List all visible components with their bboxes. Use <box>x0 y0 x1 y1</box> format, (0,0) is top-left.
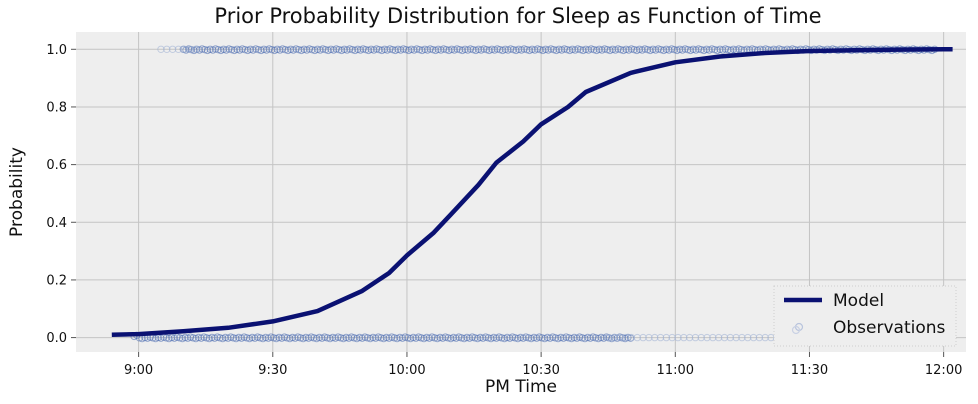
grid-lines <box>76 32 966 352</box>
observation-point <box>691 333 700 342</box>
x-tick-label: 10:00 <box>388 363 425 378</box>
y-tick-label: 0.0 <box>46 331 67 346</box>
observation-point <box>761 333 769 342</box>
y-tick-label: 0.8 <box>46 100 67 115</box>
observation-point <box>651 333 659 342</box>
y-axis-label: Probability <box>7 147 27 237</box>
observation-point <box>668 333 676 342</box>
observation-point <box>645 333 653 342</box>
legend-observations-swatch-2 <box>791 325 801 335</box>
observation-point <box>685 333 694 342</box>
observation-point <box>180 45 188 53</box>
observation-point <box>714 333 723 342</box>
observation-point <box>738 333 746 342</box>
observation-point <box>157 45 165 53</box>
observation-point <box>163 45 171 53</box>
observation-point <box>633 333 641 342</box>
observation-point <box>732 333 740 342</box>
y-tick-label: 0.4 <box>46 216 67 231</box>
observation-point <box>662 333 671 342</box>
observation-point <box>174 45 183 53</box>
observation-point <box>680 333 688 342</box>
observation-point <box>621 333 630 342</box>
observation-point <box>674 333 682 342</box>
observation-point <box>755 333 764 342</box>
x-axis-ticks: 9:00 9:30 10:00 10:30 11:00 11:30 12:00 <box>124 352 962 378</box>
observation-point <box>192 45 200 53</box>
observation-point <box>616 333 624 342</box>
observation-point <box>639 333 647 342</box>
x-axis-label: PM Time <box>485 377 557 397</box>
observation-point <box>726 333 735 342</box>
observation-point <box>168 45 177 53</box>
observation-point <box>709 333 717 342</box>
x-tick-label: 10:30 <box>522 363 559 378</box>
observation-point <box>610 333 618 342</box>
observation-point <box>720 333 729 342</box>
observation-point <box>186 45 194 53</box>
observation-point <box>697 333 705 342</box>
y-tick-label: 1.0 <box>46 43 67 58</box>
observation-point <box>627 333 636 342</box>
legend-observations-label: Observations <box>833 318 946 338</box>
legend-box <box>773 285 957 347</box>
x-tick-label: 9:30 <box>258 363 287 378</box>
y-tick-label: 0.2 <box>46 273 67 288</box>
x-tick-label: 12:00 <box>925 363 962 378</box>
observation-point <box>744 333 752 342</box>
observation-point <box>749 333 758 342</box>
chart-title: Prior Probability Distribution for Sleep… <box>214 4 821 28</box>
observation-point <box>703 333 711 342</box>
x-tick-label: 11:30 <box>791 363 828 378</box>
observation-point <box>604 333 612 342</box>
y-axis-ticks: 0.0 0.2 0.4 0.6 0.8 1.0 <box>46 43 76 346</box>
observation-point <box>656 333 665 342</box>
model-line <box>111 47 953 337</box>
legend-model-label: Model <box>833 291 884 311</box>
x-tick-label: 11:00 <box>657 363 694 378</box>
legend: Model Observations <box>773 285 957 347</box>
x-tick-label: 9:00 <box>124 363 153 378</box>
y-tick-label: 0.6 <box>46 158 67 173</box>
